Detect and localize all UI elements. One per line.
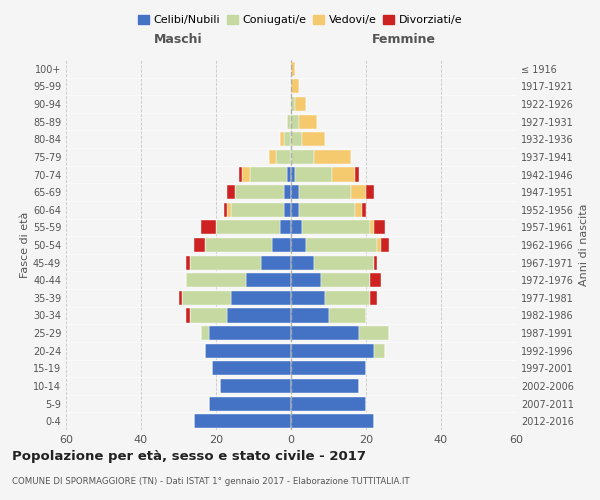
Bar (299, 185, 351, 199)
Bar (291, 414, 373, 428)
Bar (239, 168, 242, 181)
Bar (291, 62, 295, 76)
Bar (190, 308, 227, 322)
Bar (284, 185, 291, 199)
Bar (291, 308, 329, 322)
Bar (201, 326, 209, 340)
Bar (291, 362, 366, 376)
Bar (291, 256, 314, 270)
Bar (291, 114, 299, 128)
Bar (291, 220, 302, 234)
Bar (216, 220, 280, 234)
Bar (381, 238, 389, 252)
Bar (205, 344, 291, 358)
Bar (280, 220, 291, 234)
Bar (242, 168, 250, 181)
Bar (186, 256, 190, 270)
Bar (355, 168, 359, 181)
Bar (321, 273, 370, 287)
Bar (299, 114, 317, 128)
Bar (291, 132, 302, 146)
Bar (223, 202, 227, 217)
Y-axis label: Anni di nascita: Anni di nascita (579, 204, 589, 286)
Bar (205, 238, 272, 252)
Bar (291, 238, 306, 252)
Bar (302, 132, 325, 146)
Bar (295, 168, 332, 181)
Bar (235, 185, 284, 199)
Bar (246, 273, 291, 287)
Bar (231, 202, 284, 217)
Bar (269, 150, 276, 164)
Bar (201, 220, 216, 234)
Bar (212, 362, 291, 376)
Y-axis label: Fasce di età: Fasce di età (20, 212, 30, 278)
Bar (261, 256, 291, 270)
Bar (291, 273, 321, 287)
Bar (220, 379, 291, 393)
Bar (329, 308, 366, 322)
Bar (291, 202, 299, 217)
Bar (295, 97, 306, 111)
Bar (370, 273, 381, 287)
Bar (359, 326, 389, 340)
Bar (291, 97, 295, 111)
Bar (227, 185, 235, 199)
Bar (291, 344, 373, 358)
Bar (209, 326, 291, 340)
Bar (186, 273, 246, 287)
Bar (193, 238, 205, 252)
Text: COMUNE DI SPORMAGGIORE (TN) - Dati ISTAT 1° gennaio 2017 - Elaborazione TUTTITAL: COMUNE DI SPORMAGGIORE (TN) - Dati ISTAT… (12, 478, 410, 486)
Bar (291, 379, 359, 393)
Bar (291, 150, 314, 164)
Bar (284, 202, 291, 217)
Bar (186, 308, 190, 322)
Bar (373, 256, 377, 270)
Bar (280, 132, 284, 146)
Bar (370, 220, 373, 234)
Bar (287, 114, 291, 128)
Bar (190, 256, 261, 270)
Bar (193, 414, 291, 428)
Bar (227, 202, 231, 217)
Bar (373, 220, 385, 234)
Bar (250, 168, 287, 181)
Text: Femmine: Femmine (371, 33, 436, 46)
Bar (291, 80, 299, 94)
Bar (231, 291, 291, 305)
Bar (287, 168, 291, 181)
Bar (182, 291, 231, 305)
Bar (314, 150, 351, 164)
Bar (276, 150, 291, 164)
Bar (306, 238, 377, 252)
Text: Popolazione per età, sesso e stato civile - 2017: Popolazione per età, sesso e stato civil… (12, 450, 366, 463)
Bar (227, 308, 291, 322)
Bar (355, 202, 362, 217)
Bar (370, 291, 377, 305)
Bar (373, 344, 385, 358)
Bar (332, 168, 355, 181)
Bar (299, 202, 355, 217)
Bar (302, 220, 370, 234)
Bar (272, 238, 291, 252)
Bar (351, 185, 366, 199)
Bar (179, 291, 182, 305)
Bar (291, 291, 325, 305)
Bar (291, 326, 359, 340)
Bar (325, 291, 370, 305)
Bar (209, 396, 291, 410)
Bar (314, 256, 373, 270)
Bar (377, 238, 381, 252)
Legend: Celibi/Nubili, Coniugati/e, Vedovi/e, Divorziati/e: Celibi/Nubili, Coniugati/e, Vedovi/e, Di… (133, 10, 467, 30)
Bar (366, 185, 373, 199)
Text: Maschi: Maschi (154, 33, 203, 46)
Bar (291, 168, 295, 181)
Bar (291, 185, 299, 199)
Bar (291, 396, 366, 410)
Bar (284, 132, 291, 146)
Bar (362, 202, 366, 217)
